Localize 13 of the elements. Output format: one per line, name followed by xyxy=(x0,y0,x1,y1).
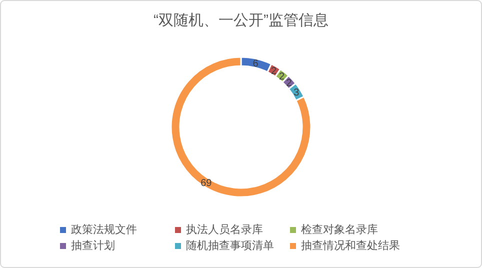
data-label: 2 xyxy=(286,78,292,89)
legend-label: 随机抽查事项清单 xyxy=(186,239,274,252)
data-label: 69 xyxy=(200,178,212,189)
chart-title: “双随机、一公开”监管信息 xyxy=(154,12,328,29)
legend-label: 执法人员名录库 xyxy=(186,223,263,236)
data-label: 2 xyxy=(270,66,277,77)
legend-label: 抽查计划 xyxy=(71,239,115,252)
data-label: 2 xyxy=(279,71,286,82)
data-label: 3 xyxy=(294,88,300,99)
legend-label: 检查对象名录库 xyxy=(301,223,378,236)
legend-label: 抽查情况和查处结果 xyxy=(301,239,400,252)
legend-label: 政策法规文件 xyxy=(71,223,137,236)
data-label: 6 xyxy=(252,58,259,70)
